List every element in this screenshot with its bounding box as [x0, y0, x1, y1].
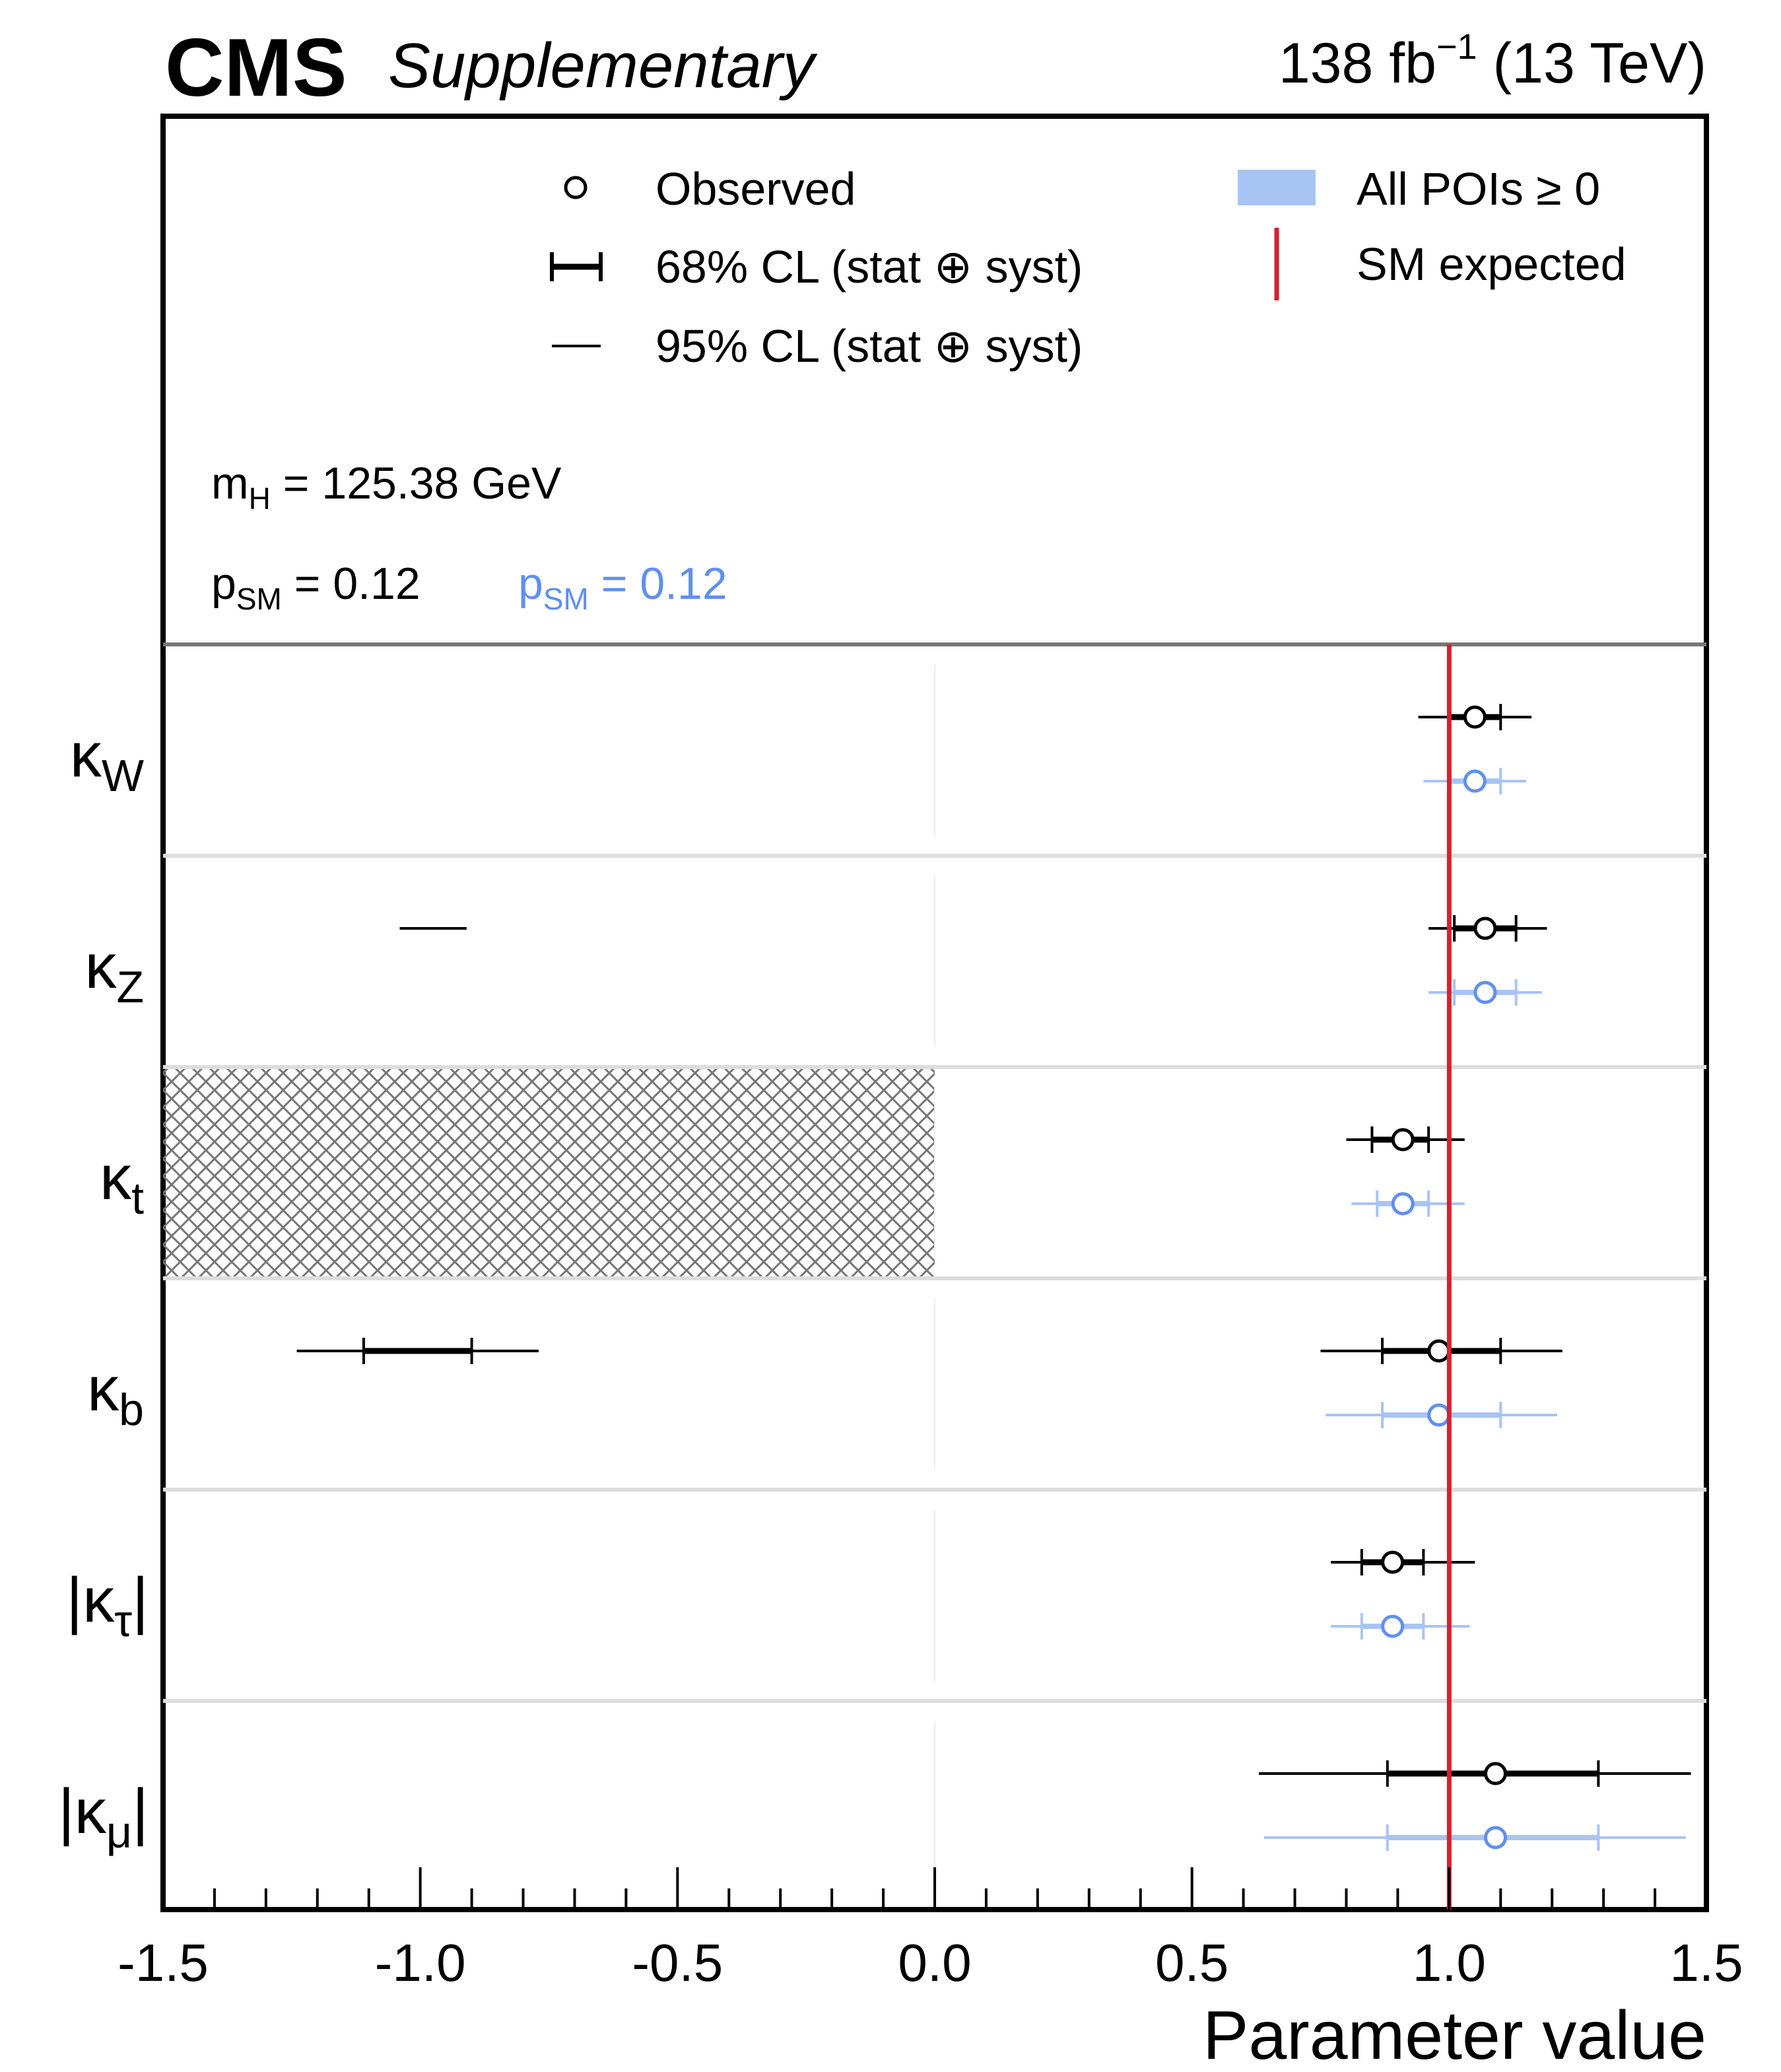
- best-fit-point: [1473, 916, 1497, 940]
- best-fit-point: [1483, 1826, 1507, 1849]
- row-label-symbol: κ: [100, 1142, 132, 1213]
- mh-subscript: H: [249, 481, 271, 516]
- legend-cl95-label: 95% CL (stat ⊕ syst): [655, 320, 1083, 372]
- row-label-subscript: t: [131, 1173, 144, 1224]
- all-pois-interval: [1331, 1613, 1470, 1640]
- best-fit-point: [1427, 1403, 1451, 1427]
- observed-interval: [1320, 1338, 1563, 1364]
- row-label: κW: [70, 720, 144, 801]
- observed-interval: [1346, 1126, 1465, 1153]
- row-label-symbol: |κ: [66, 1565, 115, 1636]
- observed-interval: [1258, 1760, 1691, 1787]
- legend-sm-label: SM expected: [1357, 238, 1627, 290]
- x-tick-label: -1.0: [375, 1933, 466, 1992]
- lumi-label: 138 fb−1 (13 TeV): [1279, 27, 1706, 95]
- best-fit-point: [1391, 1192, 1415, 1216]
- psm-all-pois-text: pSM = 0.12: [518, 559, 727, 616]
- best-fit-point: [1391, 1128, 1415, 1152]
- row-label: κZ: [84, 931, 144, 1012]
- x-tick-label: 1.0: [1413, 1933, 1486, 1992]
- legend-all-pois-swatch: [1238, 170, 1316, 205]
- observed-interval: [1418, 704, 1532, 730]
- energy-value: (13 TeV): [1493, 32, 1706, 95]
- all-pois-interval: [1326, 1402, 1557, 1428]
- row-label-subscript: W: [102, 751, 144, 801]
- all-pois-interval: [1428, 979, 1542, 1006]
- mh-symbol: m: [211, 458, 249, 508]
- psm-symbol: p: [211, 559, 236, 609]
- row-label-subscript: Z: [116, 962, 144, 1012]
- all-pois-interval: [1263, 1824, 1686, 1851]
- best-fit-point: [1463, 769, 1487, 793]
- row-label-symbol: κ: [84, 931, 117, 1002]
- lumi-exponent: −1: [1436, 27, 1477, 67]
- best-fit-point: [1427, 1339, 1451, 1363]
- x-axis-label: Parameter value: [1203, 1997, 1706, 2072]
- row-label-subscript: μ: [106, 1807, 132, 1857]
- row-label: |κμ|: [58, 1776, 149, 1857]
- row-label: κb: [87, 1354, 144, 1435]
- mh-text: mH = 125.38 GeV: [211, 458, 562, 516]
- x-tick-label: -0.5: [632, 1933, 723, 1992]
- all-pois-interval: [1351, 1191, 1465, 1217]
- best-fit-point: [1473, 981, 1497, 1004]
- mh-value: = 125.38 GeV: [271, 458, 562, 508]
- legend-observed-label: Observed: [655, 163, 856, 215]
- status-label: Supplementary: [388, 30, 818, 101]
- all-pois-interval: [1423, 768, 1527, 794]
- best-fit-point: [1463, 705, 1487, 729]
- psm-all-pois-value: = 0.12: [589, 559, 727, 609]
- observed-extra-interval: [296, 1338, 539, 1364]
- x-tick-label: 0.0: [898, 1933, 971, 1992]
- legend-observed-marker: [564, 176, 588, 199]
- excluded-region-hatch: [163, 1068, 935, 1277]
- best-fit-point: [1483, 1762, 1507, 1785]
- psm-text: pSM = 0.12: [211, 559, 420, 616]
- psm-value: = 0.12: [282, 559, 420, 609]
- row-label-abs-bar: |: [132, 1565, 149, 1636]
- best-fit-point: [1381, 1614, 1405, 1638]
- lumi-value: 138 fb: [1279, 32, 1436, 95]
- row-label-subscript: b: [119, 1385, 144, 1435]
- psm-all-pois-subscript: SM: [543, 582, 589, 616]
- observed-interval: [1331, 1549, 1475, 1575]
- x-axis: -1.5 -1.0 -0.5 0.0 0.5 1.0 1.5: [118, 1867, 1743, 1992]
- observed-interval: [1428, 915, 1547, 942]
- row-label-subscript: τ: [114, 1596, 132, 1646]
- row-label-symbol: κ: [70, 720, 102, 790]
- legend: Observed 68% CL (stat ⊕ syst) 95% CL (st…: [550, 163, 1627, 372]
- psm-subscript: SM: [236, 582, 282, 616]
- x-tick-label: -1.5: [118, 1933, 209, 1992]
- legend-all-pois-label: All POIs ≥ 0: [1357, 163, 1600, 215]
- row-label-symbol: κ: [87, 1354, 119, 1424]
- experiment-label: CMS: [165, 22, 347, 114]
- best-fit-point: [1381, 1550, 1405, 1574]
- row-label: |κτ|: [66, 1565, 149, 1646]
- row-label-symbol: |κ: [58, 1776, 107, 1847]
- x-tick-label: 0.5: [1155, 1933, 1228, 1992]
- x-tick-label: 1.5: [1669, 1933, 1743, 1992]
- row-label: κt: [100, 1142, 144, 1224]
- row-label-abs-bar: |: [132, 1776, 149, 1847]
- psm-all-pois-symbol: p: [518, 559, 543, 609]
- legend-cl68-label: 68% CL (stat ⊕ syst): [655, 241, 1083, 293]
